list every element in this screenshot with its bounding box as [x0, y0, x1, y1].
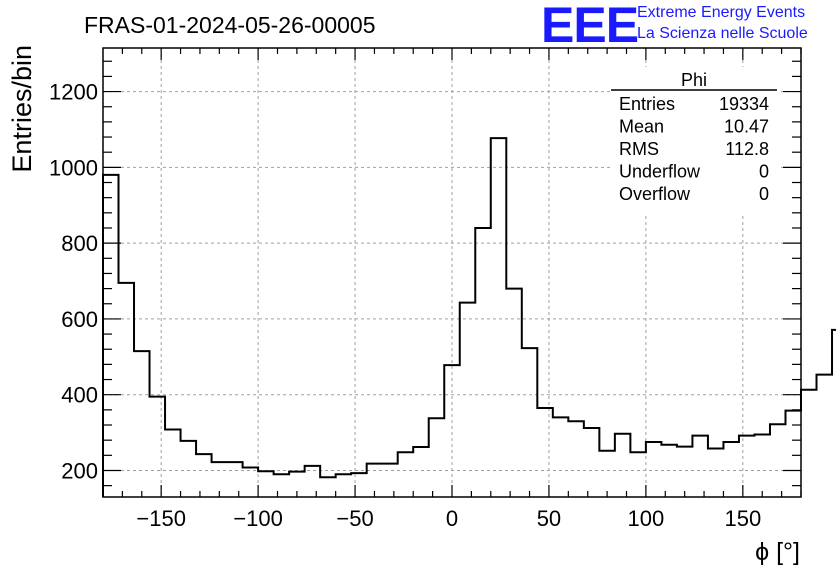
histogram-bar [584, 428, 600, 497]
stats-value: 0 [759, 184, 769, 204]
x-tick-label: −150 [136, 506, 186, 531]
histogram-outline [102, 137, 836, 497]
x-tick-label: 50 [537, 506, 561, 531]
stats-box: Phi Entries 19334 Mean 10.47 RMS 112.8 Underfl… [610, 67, 778, 213]
histogram-bar [150, 397, 166, 497]
histogram-bar [475, 228, 491, 497]
histogram-bar [739, 436, 755, 497]
histogram-bar [553, 417, 569, 497]
histogram-bar [599, 451, 615, 497]
logo-line-1: Extreme Energy Events [637, 4, 806, 21]
x-tick-label: −50 [336, 506, 373, 531]
histogram-bar [103, 175, 119, 497]
histogram-bar [336, 474, 352, 497]
y-tick-label: 200 [61, 458, 98, 483]
histogram-bar [491, 138, 507, 497]
stats-rows: Entries 19334 Mean 10.47 RMS 112.8 Underflow 0 O… [619, 94, 769, 204]
histogram-bar [320, 477, 336, 497]
histogram-bar [429, 418, 445, 497]
stats-label: Overflow [619, 184, 691, 204]
stats-label: RMS [619, 139, 659, 159]
histogram-bar [615, 434, 631, 497]
x-axis-label: ϕ [°] [755, 538, 800, 566]
stats-background [610, 67, 778, 213]
histogram-bar [506, 289, 522, 497]
histogram-bar [646, 442, 662, 497]
stats-label: Underflow [619, 162, 701, 182]
histogram-bar [522, 348, 538, 497]
histogram-bar [770, 424, 786, 497]
histogram-bar [165, 430, 181, 497]
histogram-bar [460, 303, 476, 497]
histogram-bar [274, 474, 290, 497]
histogram-bar [119, 283, 135, 497]
histogram-bar [134, 351, 150, 497]
stats-title: Phi [681, 70, 707, 90]
histogram-bar [243, 467, 259, 497]
histogram-bar [630, 452, 646, 497]
histogram-bar [754, 434, 770, 497]
histogram-bar [677, 447, 693, 497]
histogram-bar [258, 471, 274, 497]
histogram-bar [305, 466, 321, 497]
histogram-bar [568, 421, 584, 497]
histogram-bar [537, 408, 553, 497]
x-tick-label: 0 [446, 506, 458, 531]
histogram-bar [181, 441, 197, 497]
x-tick-label: −100 [233, 506, 283, 531]
histogram-bar [723, 442, 739, 497]
histogram-bar [196, 454, 212, 497]
x-tick-label: 100 [628, 506, 665, 531]
histogram-bar [692, 436, 708, 497]
histogram-bar [785, 411, 801, 497]
x-tick-label: 150 [724, 506, 761, 531]
eee-logo: EEE [541, 0, 639, 53]
histogram-bar [708, 449, 724, 497]
y-tick-label: 800 [61, 231, 98, 256]
stats-value: 10.47 [724, 117, 769, 137]
histogram-bar [351, 473, 367, 497]
histogram-bar [817, 375, 833, 497]
stats-value: 112.8 [725, 139, 769, 159]
stats-label: Entries [619, 94, 675, 114]
tick-labels: −150 −100 −50 0 50 100 150 200 400 600 800 1000 1200 [49, 80, 761, 531]
histogram-bar [398, 452, 414, 497]
histogram-bar [227, 462, 243, 497]
axis-ticks [103, 48, 802, 497]
logo-line-2: La Scienza nelle Scuole [637, 25, 808, 42]
histogram-bar [801, 390, 817, 497]
chart-title: FRAS-01-2024-05-26-00005 [84, 12, 376, 38]
stats-value: 19334 [719, 94, 769, 114]
y-axis-label: Entries/bin [7, 45, 37, 173]
histogram-bar [413, 447, 429, 497]
histogram-bar [382, 464, 398, 497]
y-tick-label: 600 [61, 307, 98, 332]
y-tick-label: 400 [61, 383, 98, 408]
y-tick-label: 1000 [49, 155, 98, 180]
stats-value: 0 [759, 162, 769, 182]
stats-label: Mean [619, 117, 664, 137]
y-tick-label: 1200 [49, 80, 98, 105]
